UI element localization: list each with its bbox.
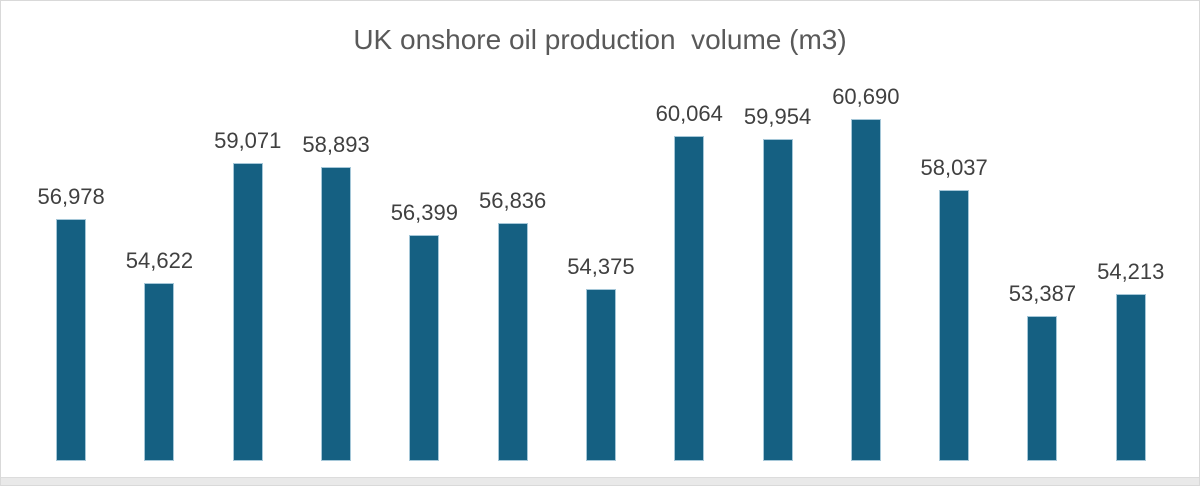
bar-value-label: 53,387 <box>1008 281 1077 306</box>
chart-title: UK onshore oil production volume (m3) <box>353 24 847 55</box>
bar[interactable] <box>850 119 881 461</box>
bar-value-label: 54,375 <box>567 254 635 279</box>
bar[interactable] <box>497 223 528 461</box>
bar[interactable] <box>762 139 793 461</box>
bar-value-label: 60,690 <box>832 84 900 109</box>
bar[interactable] <box>321 167 352 461</box>
bar[interactable] <box>232 163 263 461</box>
bar-value-label: 59,954 <box>743 104 812 129</box>
bar-value-label: 54,622 <box>125 248 194 273</box>
bar-value-label: 58,037 <box>920 155 988 180</box>
bar[interactable] <box>1115 294 1146 461</box>
bottom-strip <box>1 477 1199 485</box>
bar[interactable] <box>674 136 705 461</box>
bar-value-label: 56,978 <box>37 184 105 209</box>
bar-value-label: 58,893 <box>302 132 370 157</box>
bar[interactable] <box>939 190 970 461</box>
bar-value-label: 60,064 <box>655 101 723 126</box>
bar[interactable] <box>409 235 440 461</box>
bar[interactable] <box>585 289 616 461</box>
bar-value-label: 59,071 <box>214 128 282 153</box>
bar[interactable] <box>56 219 87 461</box>
bar-value-label: 56,836 <box>478 188 547 213</box>
bar[interactable] <box>1027 316 1058 461</box>
bar[interactable] <box>144 283 175 461</box>
bar-value-label: 54,213 <box>1097 259 1165 284</box>
bar-value-label: 56,399 <box>390 200 458 225</box>
